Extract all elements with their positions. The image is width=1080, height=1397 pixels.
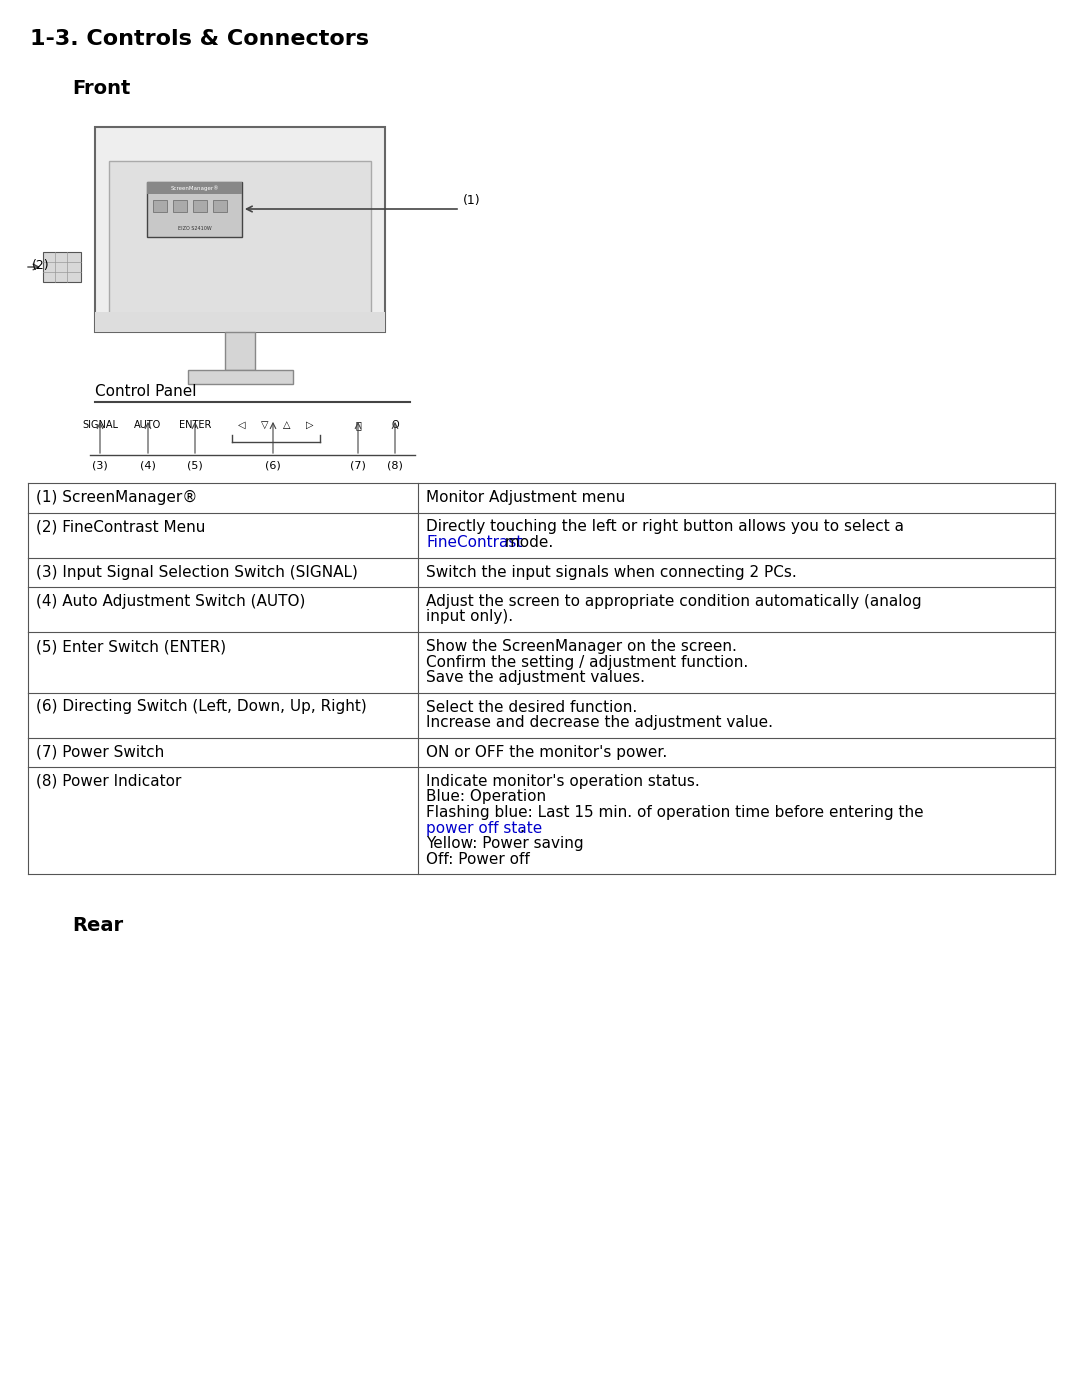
Text: Control Panel: Control Panel xyxy=(95,384,197,400)
Text: (6): (6) xyxy=(265,460,281,469)
Text: (6) Directing Switch (Left, Down, Up, Right): (6) Directing Switch (Left, Down, Up, Ri… xyxy=(36,700,367,714)
Text: Off: Power off: Off: Power off xyxy=(427,852,530,866)
Text: EIZO S2410W: EIZO S2410W xyxy=(177,225,212,231)
Text: ▷: ▷ xyxy=(307,420,314,430)
Text: (7) Power Switch: (7) Power Switch xyxy=(36,745,164,760)
Bar xyxy=(109,161,372,319)
Text: ◁: ◁ xyxy=(239,420,246,430)
Text: mode.: mode. xyxy=(500,535,554,550)
Text: (1): (1) xyxy=(463,194,481,207)
Bar xyxy=(147,182,242,237)
Text: (4) Auto Adjustment Switch (AUTO): (4) Auto Adjustment Switch (AUTO) xyxy=(36,594,306,609)
Text: Save the adjustment values.: Save the adjustment values. xyxy=(427,671,645,685)
Text: ⭘: ⭘ xyxy=(355,420,361,430)
Bar xyxy=(225,332,255,370)
Bar xyxy=(193,200,207,212)
Text: ScreenManager®: ScreenManager® xyxy=(171,186,219,191)
Text: (8) Power Indicator: (8) Power Indicator xyxy=(36,774,181,789)
Text: .: . xyxy=(519,820,524,835)
Text: Monitor Adjustment menu: Monitor Adjustment menu xyxy=(427,490,625,504)
Text: FineContrast: FineContrast xyxy=(427,535,523,550)
Text: ENTER: ENTER xyxy=(179,420,212,430)
Text: power off state: power off state xyxy=(427,820,542,835)
Text: (3): (3) xyxy=(92,460,108,469)
Text: ON or OFF the monitor's power.: ON or OFF the monitor's power. xyxy=(427,745,667,760)
Text: Blue: Operation: Blue: Operation xyxy=(427,789,546,805)
Text: (4): (4) xyxy=(140,460,156,469)
Text: (2) FineContrast Menu: (2) FineContrast Menu xyxy=(36,520,205,535)
Bar xyxy=(95,312,384,332)
Text: Directly touching the left or right button allows you to select a: Directly touching the left or right butt… xyxy=(427,520,904,535)
Bar xyxy=(147,182,242,194)
Text: (5) Enter Switch (ENTER): (5) Enter Switch (ENTER) xyxy=(36,638,226,654)
Bar xyxy=(95,127,384,332)
Text: ▽: ▽ xyxy=(261,420,269,430)
Text: O: O xyxy=(391,420,399,430)
Text: (1) ScreenManager®: (1) ScreenManager® xyxy=(36,490,198,506)
Text: Adjust the screen to appropriate condition automatically (analog: Adjust the screen to appropriate conditi… xyxy=(427,594,922,609)
Text: AUTO: AUTO xyxy=(134,420,162,430)
Bar xyxy=(188,370,293,384)
Text: (5): (5) xyxy=(187,460,203,469)
Text: (2): (2) xyxy=(32,258,50,272)
Text: Indicate monitor's operation status.: Indicate monitor's operation status. xyxy=(427,774,700,789)
Text: SIGNAL: SIGNAL xyxy=(82,420,118,430)
Text: (8): (8) xyxy=(387,460,403,469)
Text: Flashing blue: Last 15 min. of operation time before entering the: Flashing blue: Last 15 min. of operation… xyxy=(427,805,923,820)
Text: Increase and decrease the adjustment value.: Increase and decrease the adjustment val… xyxy=(427,715,773,731)
Text: input only).: input only). xyxy=(427,609,513,624)
Text: Switch the input signals when connecting 2 PCs.: Switch the input signals when connecting… xyxy=(427,564,797,580)
Bar xyxy=(213,200,227,212)
Text: Rear: Rear xyxy=(72,916,123,935)
Text: 1-3. Controls & Connectors: 1-3. Controls & Connectors xyxy=(30,29,369,49)
Text: Show the ScreenManager on the screen.: Show the ScreenManager on the screen. xyxy=(427,638,738,654)
Text: Yellow: Power saving: Yellow: Power saving xyxy=(427,835,584,851)
Bar xyxy=(173,200,187,212)
Text: △: △ xyxy=(283,420,291,430)
Text: (3) Input Signal Selection Switch (SIGNAL): (3) Input Signal Selection Switch (SIGNA… xyxy=(36,564,357,580)
Text: Front: Front xyxy=(72,80,131,98)
Text: (7): (7) xyxy=(350,460,366,469)
Bar xyxy=(43,251,81,282)
Text: Select the desired function.: Select the desired function. xyxy=(427,700,637,714)
Text: Confirm the setting / adjustment function.: Confirm the setting / adjustment functio… xyxy=(427,655,748,669)
Bar xyxy=(153,200,167,212)
